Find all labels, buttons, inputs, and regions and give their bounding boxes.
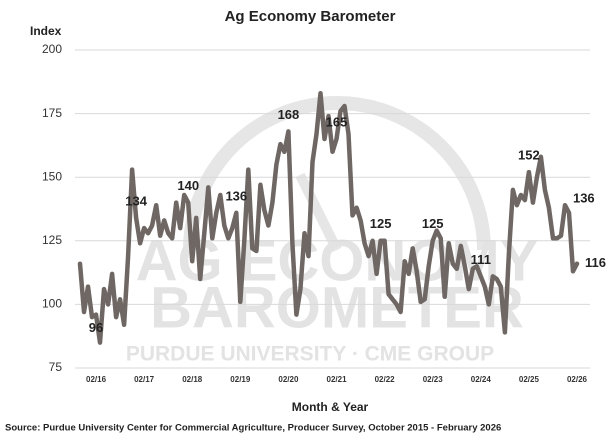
chart-title: Ag Economy Barometer (225, 8, 396, 25)
x-tick-label: 02/17 (134, 375, 155, 384)
x-tick-label: 02/21 (327, 375, 348, 384)
x-tick-label: 02/24 (471, 375, 492, 384)
data-line (77, 90, 580, 345)
x-tick-label: 02/16 (86, 375, 107, 384)
source-note: Source: Purdue University Center for Com… (5, 423, 501, 434)
data-label: 96 (89, 320, 103, 335)
x-tick-label: 02/20 (278, 375, 299, 384)
data-label: 111 (471, 252, 491, 267)
x-tick-label: 02/22 (375, 375, 396, 384)
x-axis-label: Month & Year (292, 400, 369, 414)
y-tick-label: 100 (42, 297, 62, 311)
gauge-arc (183, 96, 491, 251)
x-tick-label: 02/26 (567, 375, 588, 384)
x-tick-label: 02/23 (423, 375, 444, 384)
watermark-gauge (183, 96, 491, 253)
watermark: PURDUE UNIVERSITY · CME GROUP (126, 343, 494, 366)
y-tick-label: 125 (42, 233, 62, 247)
x-tick-label: 02/18 (182, 375, 203, 384)
watermark: BAROMETER (150, 275, 524, 340)
data-label: 136 (573, 190, 595, 205)
x-tick-label: 02/19 (230, 375, 251, 384)
y-axis-label: Index (30, 24, 62, 38)
y-tick-label: 200 (42, 42, 62, 56)
data-label: 125 (370, 216, 392, 231)
data-label: 116 (585, 255, 606, 270)
x-tick-label: 02/25 (519, 375, 540, 384)
data-label: 136 (225, 188, 247, 203)
data-label: 165 (326, 114, 348, 129)
y-tick-label: 75 (49, 360, 63, 374)
data-label: 168 (278, 107, 300, 122)
data-label: 125 (422, 216, 444, 231)
data-label: 152 (518, 148, 540, 163)
data-label: 140 (177, 178, 199, 193)
gauge-needle (295, 172, 342, 253)
y-tick-label: 150 (42, 169, 62, 183)
y-tick-label: 175 (42, 106, 62, 120)
data-label: 134 (125, 193, 147, 208)
